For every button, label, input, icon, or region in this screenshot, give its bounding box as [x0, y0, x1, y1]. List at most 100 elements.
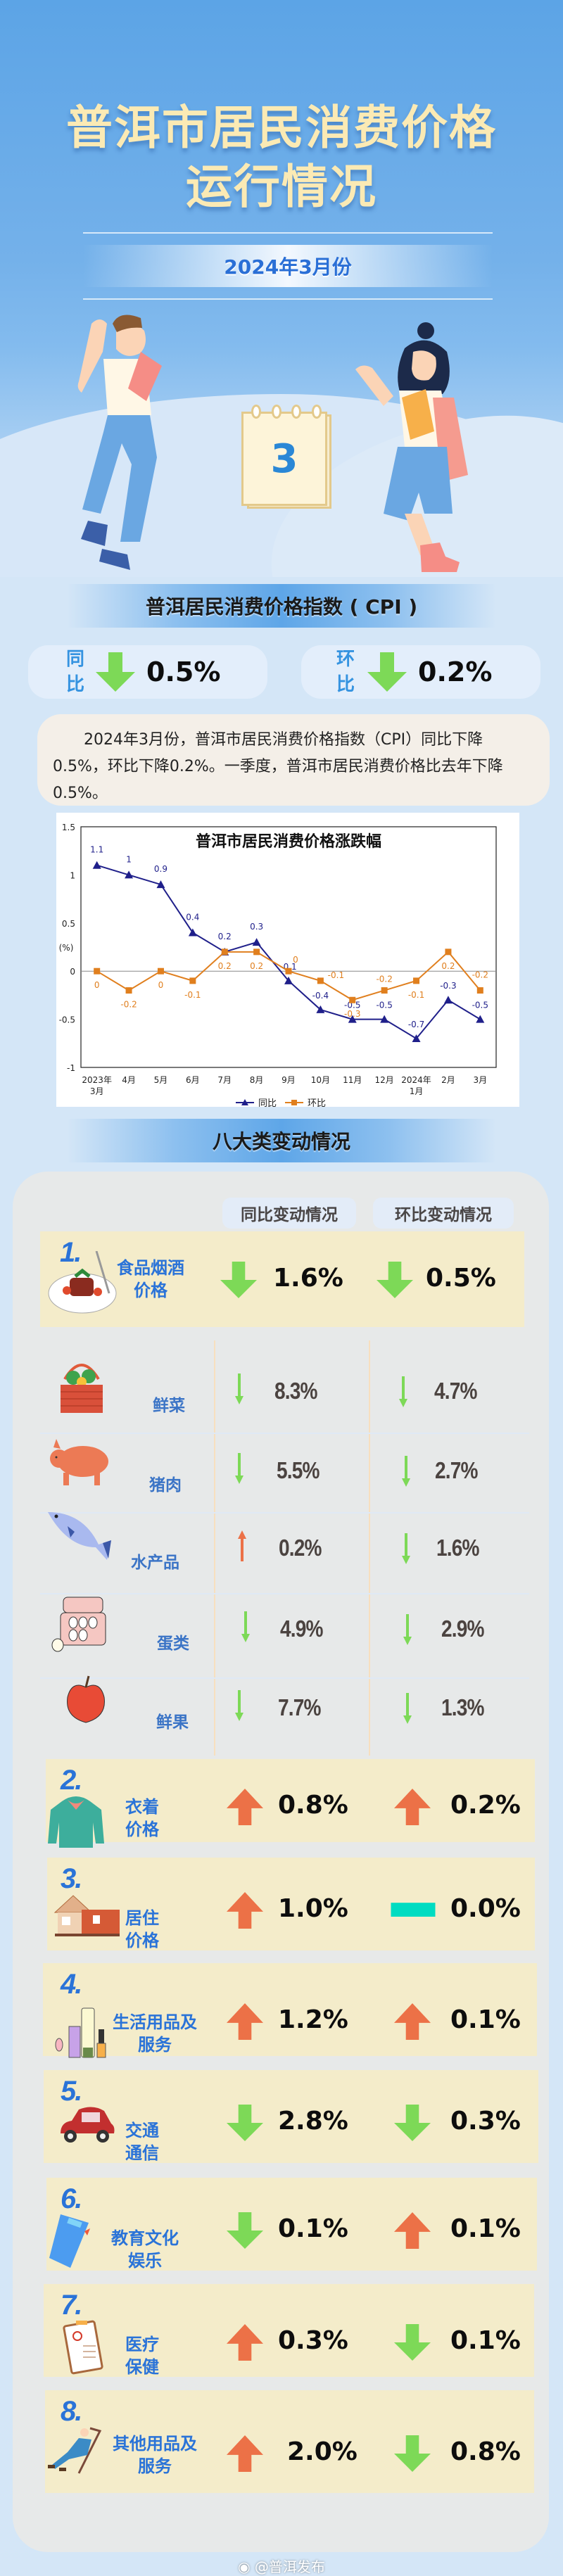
sub-yoy-direction: [234, 1453, 244, 1487]
data-point: [381, 987, 388, 994]
category-name-line2: 服务: [138, 2035, 172, 2055]
data-point: [156, 880, 165, 889]
data-label: -0.4: [312, 991, 329, 1001]
data-point: [157, 967, 164, 975]
x-tick-label: 3月: [473, 1075, 487, 1085]
data-label: -0.2: [472, 970, 488, 980]
data-label: 0.3: [250, 922, 263, 932]
arrow-down-icon: [399, 1376, 407, 1407]
data-point: [92, 861, 101, 869]
y-tick-label: -0.5: [59, 1015, 75, 1025]
mom-direction: [394, 2323, 431, 2364]
category-name-line1: 生活用品及: [113, 2012, 197, 2032]
sub-yoy-direction: [234, 1373, 244, 1407]
data-point: [125, 870, 134, 879]
data-point: [188, 928, 197, 937]
category-number: 2.: [61, 1765, 82, 1796]
yoy-value: 1.0%: [278, 1894, 348, 1923]
x-tick-label: 12月: [375, 1075, 394, 1085]
data-label: 0.2: [218, 932, 232, 941]
yoy-direction: [227, 1891, 263, 1932]
data-point: [316, 1005, 325, 1013]
arrow-up-icon: [394, 2212, 431, 2249]
cpi-yoy-value: 0.5%: [146, 656, 221, 687]
page-title-line1: 普洱市居民消费价格: [66, 101, 497, 155]
arrow-up-icon: [394, 2003, 431, 2040]
data-label: -0.7: [408, 1020, 424, 1029]
cpi-yoy-card: 同 比 0.5%: [28, 645, 267, 699]
divider-bottom: [83, 298, 493, 300]
cpi-mom-value: 0.2%: [418, 656, 493, 687]
sub-mom-direction: [398, 1376, 408, 1410]
x-tick-label: 8月: [250, 1075, 264, 1085]
data-point: [476, 987, 483, 994]
mom-direction: [394, 2212, 431, 2252]
sub-mom-direction: [403, 1693, 412, 1727]
pig-icon: [48, 1438, 111, 1490]
arrow-up-icon: [227, 1892, 263, 1929]
arrow-up-icon: [227, 1789, 263, 1825]
data-point: [252, 938, 261, 946]
arrow-down-icon: [227, 2105, 263, 2141]
arrow-down-icon: [241, 1611, 250, 1642]
cpi-mom-card: 环 比 0.2%: [301, 645, 540, 699]
sub-yoy-direction: [237, 1530, 247, 1564]
mom-value: 0.5%: [426, 1264, 496, 1293]
chart-title: 普洱市居民消费价格涨跌幅: [196, 832, 381, 851]
row-divider: [40, 1433, 529, 1434]
sub-mom-value: 4.7%: [434, 1378, 477, 1404]
yoy-direction: [227, 2435, 263, 2475]
sub-yoy-value: 5.5%: [277, 1457, 320, 1483]
watermark: ◉ @普洱发布: [0, 2556, 563, 2576]
categories-section-header: 八大类变动情况: [67, 1119, 496, 1162]
data-label: 0.2: [218, 961, 232, 971]
arrow-down-icon: [403, 1693, 412, 1724]
arrow-down-icon: [235, 1373, 243, 1404]
cpi-yoy-label-top: 同: [65, 649, 84, 670]
data-point: [348, 1015, 357, 1023]
arrow-up-icon: [238, 1530, 246, 1561]
yoy-direction: [227, 2323, 263, 2364]
data-label: -0.1: [408, 990, 424, 1000]
yoy-direction: [227, 2212, 263, 2252]
cpi-yoy-label-bottom: 比: [65, 674, 84, 695]
column-header-mom: 环比变动情况: [373, 1198, 514, 1229]
food-subcategory-name: 鲜果: [156, 1713, 189, 1732]
category-name-line2: 价格: [125, 1820, 159, 1839]
sub-mom-direction: [403, 1614, 412, 1648]
arrow-up-icon: [394, 1789, 431, 1825]
category-name-line1: 衣着: [125, 1797, 159, 1817]
x-tick-label: 4月: [122, 1075, 136, 1085]
data-point: [253, 948, 260, 956]
mom-direction: [394, 2435, 431, 2475]
yoy-value: 2.8%: [278, 2107, 348, 2136]
mom-direction: [388, 1891, 438, 1932]
arrow-down-icon: [394, 2324, 431, 2361]
category-name-line1: 食品烟酒: [117, 1258, 184, 1278]
category-row: [46, 1759, 535, 1842]
category-name-line2: 价格: [134, 1281, 167, 1300]
x-tick-label: 10月: [311, 1075, 330, 1085]
yoy-value: 1.2%: [278, 2005, 348, 2034]
sub-yoy-value: 0.2%: [279, 1535, 322, 1561]
legend-yoy-label: 同比: [258, 1098, 277, 1107]
book-icon: [46, 2213, 96, 2272]
y-tick-label: 0: [70, 967, 75, 977]
cpi-mom-label-bottom: 比: [336, 674, 355, 695]
category-number: 8.: [61, 2396, 82, 2427]
arrow-down-icon: [235, 1690, 243, 1721]
y-tick-label: 1: [70, 870, 75, 880]
x-tick-label: 6月: [186, 1075, 200, 1085]
arrow-down-icon: [394, 2435, 431, 2472]
data-point: [94, 967, 101, 975]
mom-direction: [377, 1261, 413, 1302]
category-row: [44, 2284, 534, 2377]
sub-yoy-direction: [234, 1690, 244, 1724]
arrow-down-icon: [367, 652, 407, 692]
yoy-value: 0.1%: [278, 2214, 348, 2243]
sub-yoy-direction: [241, 1611, 251, 1645]
yoy-direction: [227, 2003, 263, 2043]
car-icon: [56, 2105, 117, 2147]
legend-mom-label: 环比: [308, 1098, 326, 1107]
category-number: 5.: [61, 2076, 82, 2107]
